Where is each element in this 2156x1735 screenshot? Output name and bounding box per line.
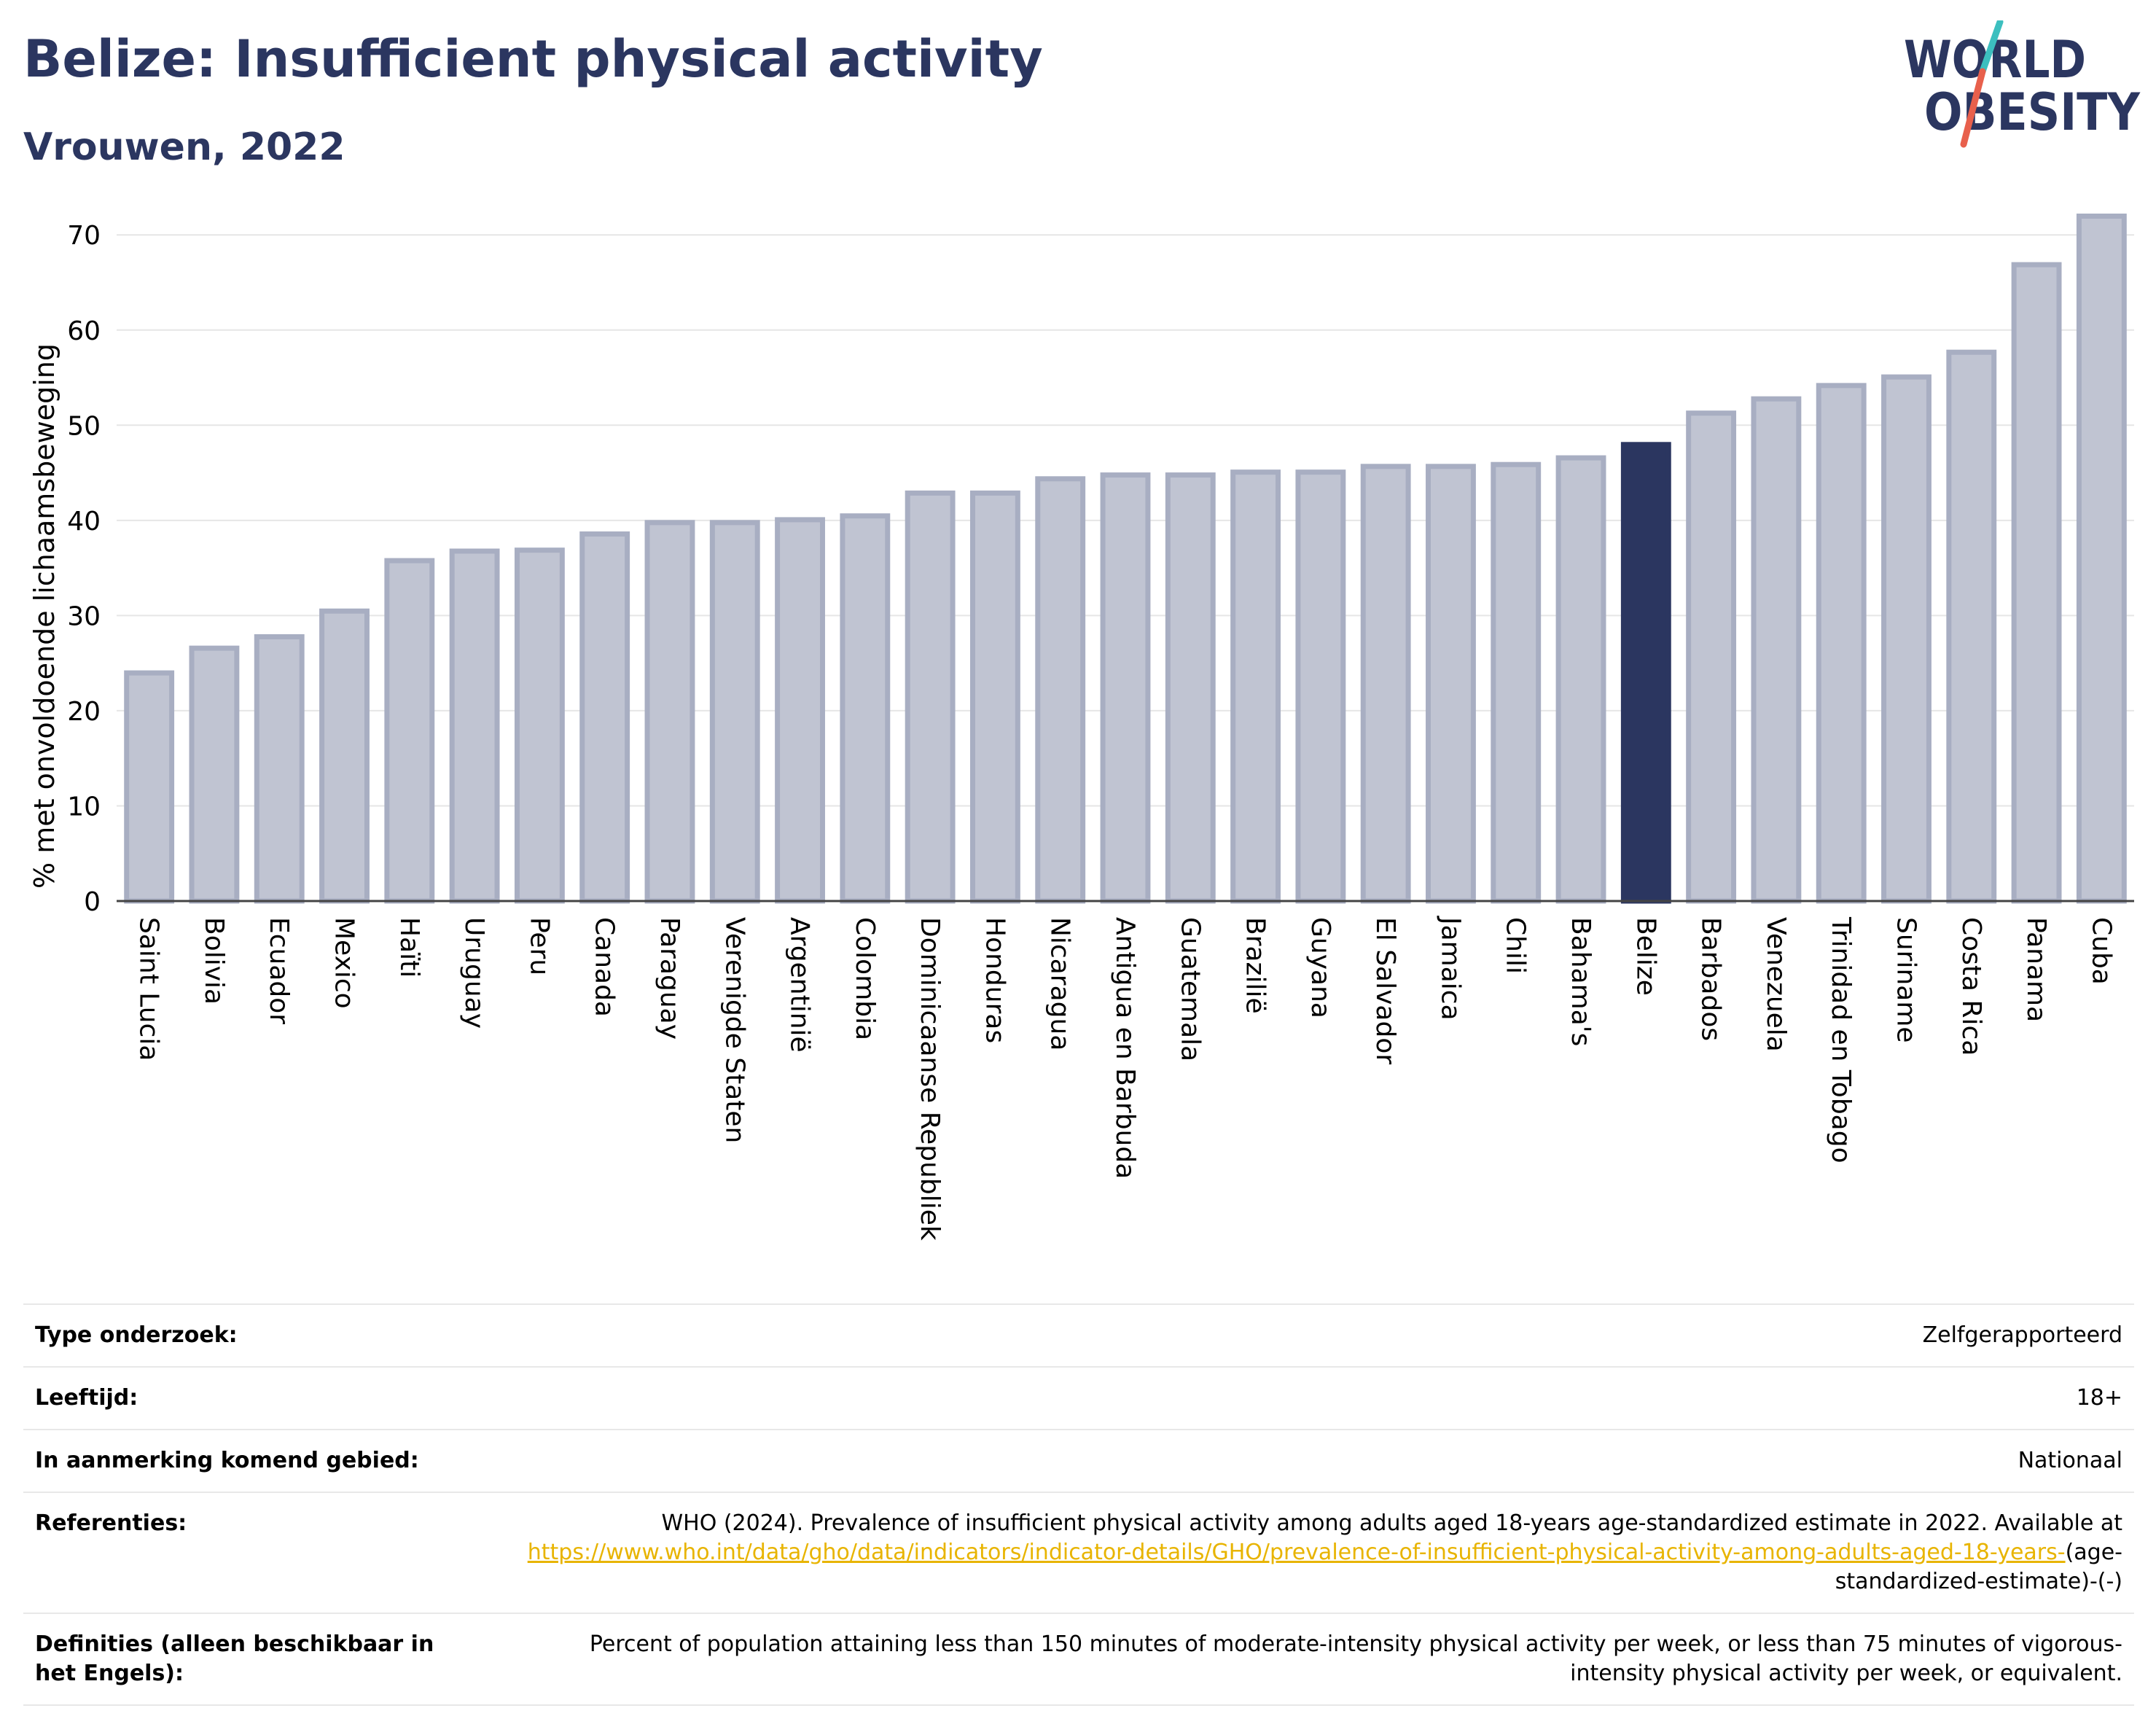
bar-suriname — [1881, 374, 1932, 904]
x-tick-label: Haïti — [394, 917, 424, 978]
bar-peru — [514, 547, 565, 904]
x-tick-label: Uruguay — [459, 917, 489, 1029]
info-label: Type onderzoek: — [23, 1303, 484, 1367]
info-label: Definities (alleen beschikbaar in het En… — [23, 1613, 484, 1706]
bar-cuba — [2076, 213, 2127, 904]
bar-guatemala — [1165, 472, 1216, 904]
bar-ecuador — [254, 633, 305, 904]
x-tick-label: Barbados — [1696, 917, 1726, 1041]
info-row-survey-type: Type onderzoek: Zelfgerapporteerd — [23, 1303, 2134, 1367]
info-label: In aanmerking komend gebied: — [23, 1429, 484, 1492]
bar-brazili- — [1230, 469, 1281, 904]
tick-labels: 0 10 20 30 40 50 60 70 Saint Lucia Bolivia Ecuador… — [67, 221, 2116, 1241]
x-tick-label: Guatemala — [1175, 917, 1205, 1061]
chart-title: Belize: Insufficient physical activity — [23, 29, 1043, 89]
definitions-value: Percent of population attaining less tha… — [484, 1613, 2134, 1706]
x-tick-label: Bolivia — [199, 917, 229, 1005]
bar-panama — [2011, 262, 2062, 904]
bar-honduras — [969, 490, 1020, 904]
bar-venezuela — [1751, 396, 1802, 904]
x-tick-label: Trinidad en Tobago — [1826, 916, 1856, 1163]
logo-line2: OBESITY — [1924, 82, 2141, 142]
bar-guyana — [1295, 469, 1346, 904]
bar-argentini- — [775, 517, 825, 904]
bar-antigua-en-barbuda — [1100, 472, 1151, 904]
x-tick-label: Colombia — [850, 917, 880, 1040]
bar-uruguay — [449, 548, 500, 904]
bar-colombia — [840, 513, 891, 904]
x-tick-label: Saint Lucia — [134, 917, 164, 1061]
x-tick-label: Jamaica — [1435, 916, 1465, 1021]
x-tick-label: Dominicaanse Republiek — [915, 917, 945, 1241]
x-tick-label: Cuba — [2086, 917, 2116, 985]
references-value: WHO (2024). Prevalence of insufficient p… — [484, 1492, 2134, 1613]
x-tick-label: Verenigde Staten — [719, 917, 749, 1143]
reference-link[interactable]: https://www.who.int/data/gho/data/indica… — [527, 1540, 2066, 1565]
y-tick-label: 0 — [84, 887, 101, 917]
y-tick-label: 70 — [67, 221, 101, 251]
x-tick-label: Bahama's — [1566, 917, 1595, 1046]
x-tick-label: Peru — [524, 917, 554, 975]
x-tick-label: Honduras — [980, 917, 1009, 1043]
bar-trinidad-en-tobago — [1816, 383, 1867, 904]
x-tick-label: Nicaragua — [1045, 917, 1075, 1050]
bar-barbados — [1686, 410, 1737, 904]
bar-saint-lucia — [124, 670, 175, 904]
info-label: Leeftijd: — [23, 1366, 484, 1430]
info-row-area: In aanmerking komend gebied: Nationaal — [23, 1429, 2134, 1492]
x-tick-label: Argentinië — [785, 917, 815, 1053]
references-suffix: (age-standardized-estimate)-(-) — [1835, 1540, 2122, 1594]
x-tick-label: Belize — [1630, 917, 1660, 996]
y-tick-label: 10 — [67, 792, 101, 822]
bar-verenigde-staten — [709, 520, 760, 904]
info-value: Nationaal — [484, 1429, 2134, 1492]
info-label: Referenties: — [23, 1492, 484, 1613]
info-row-definitions: Definities (alleen beschikbaar in het En… — [23, 1613, 2134, 1706]
y-tick-label: 50 — [67, 411, 101, 441]
x-tick-label: Mexico — [329, 917, 359, 1009]
bar-chart: 0 10 20 30 40 50 60 70 Saint Lucia Bolivia Ecuador… — [28, 213, 2134, 1241]
bar-ha-ti — [384, 558, 435, 904]
bar-nicaragua — [1035, 476, 1086, 904]
bar-mexico — [319, 608, 370, 904]
bar-bolivia — [189, 645, 240, 904]
bar-el-salvador — [1360, 464, 1411, 904]
x-tick-label: Venezuela — [1761, 917, 1791, 1052]
chart-subtitle: Vrouwen, 2022 — [23, 125, 345, 169]
bar-canada — [579, 531, 630, 904]
y-tick-label: 60 — [67, 316, 101, 346]
x-tick-label: Guyana — [1305, 917, 1335, 1018]
x-tick-label: Ecuador — [264, 917, 294, 1024]
x-tick-label: Canada — [590, 917, 620, 1017]
info-row-references: Referenties: WHO (2024). Prevalence of i… — [23, 1492, 2134, 1613]
x-tick-label: Suriname — [1891, 917, 1921, 1043]
x-tick-label: Chili — [1501, 917, 1531, 974]
bar-bahama-s — [1555, 455, 1606, 904]
info-value: Zelfgerapporteerd — [484, 1303, 2134, 1367]
bar-costa-rica — [1946, 349, 1997, 904]
x-tick-label: Antigua en Barbuda — [1110, 917, 1140, 1179]
bar-paraguay — [644, 520, 695, 904]
y-axis-label: % met onvoldoende lichaamsbeweging — [28, 343, 60, 889]
x-tick-label: El Salvador — [1370, 917, 1400, 1064]
x-tick-label: Brazilië — [1241, 917, 1270, 1014]
references-text: WHO (2024). Prevalence of insufficient p… — [661, 1510, 2122, 1536]
bar-dominicaanse-republiek — [905, 490, 956, 904]
bar-chili — [1491, 461, 1542, 904]
y-tick-label: 30 — [67, 601, 101, 631]
info-table: Type onderzoek: Zelfgerapporteerd Leefti… — [23, 1303, 2134, 1706]
y-tick-label: 40 — [67, 507, 101, 537]
y-tick-label: 20 — [67, 697, 101, 727]
world-obesity-logo: WORLD OBESITY — [1902, 18, 2143, 166]
bars — [124, 213, 2127, 904]
info-value: 18+ — [484, 1366, 2134, 1430]
bar-belize — [1620, 442, 1671, 904]
x-tick-label: Costa Rica — [1956, 917, 1986, 1056]
bar-jamaica — [1426, 464, 1476, 904]
x-tick-label: Paraguay — [655, 917, 684, 1040]
info-row-age: Leeftijd: 18+ — [23, 1366, 2134, 1430]
x-tick-label: Panama — [2021, 917, 2051, 1022]
